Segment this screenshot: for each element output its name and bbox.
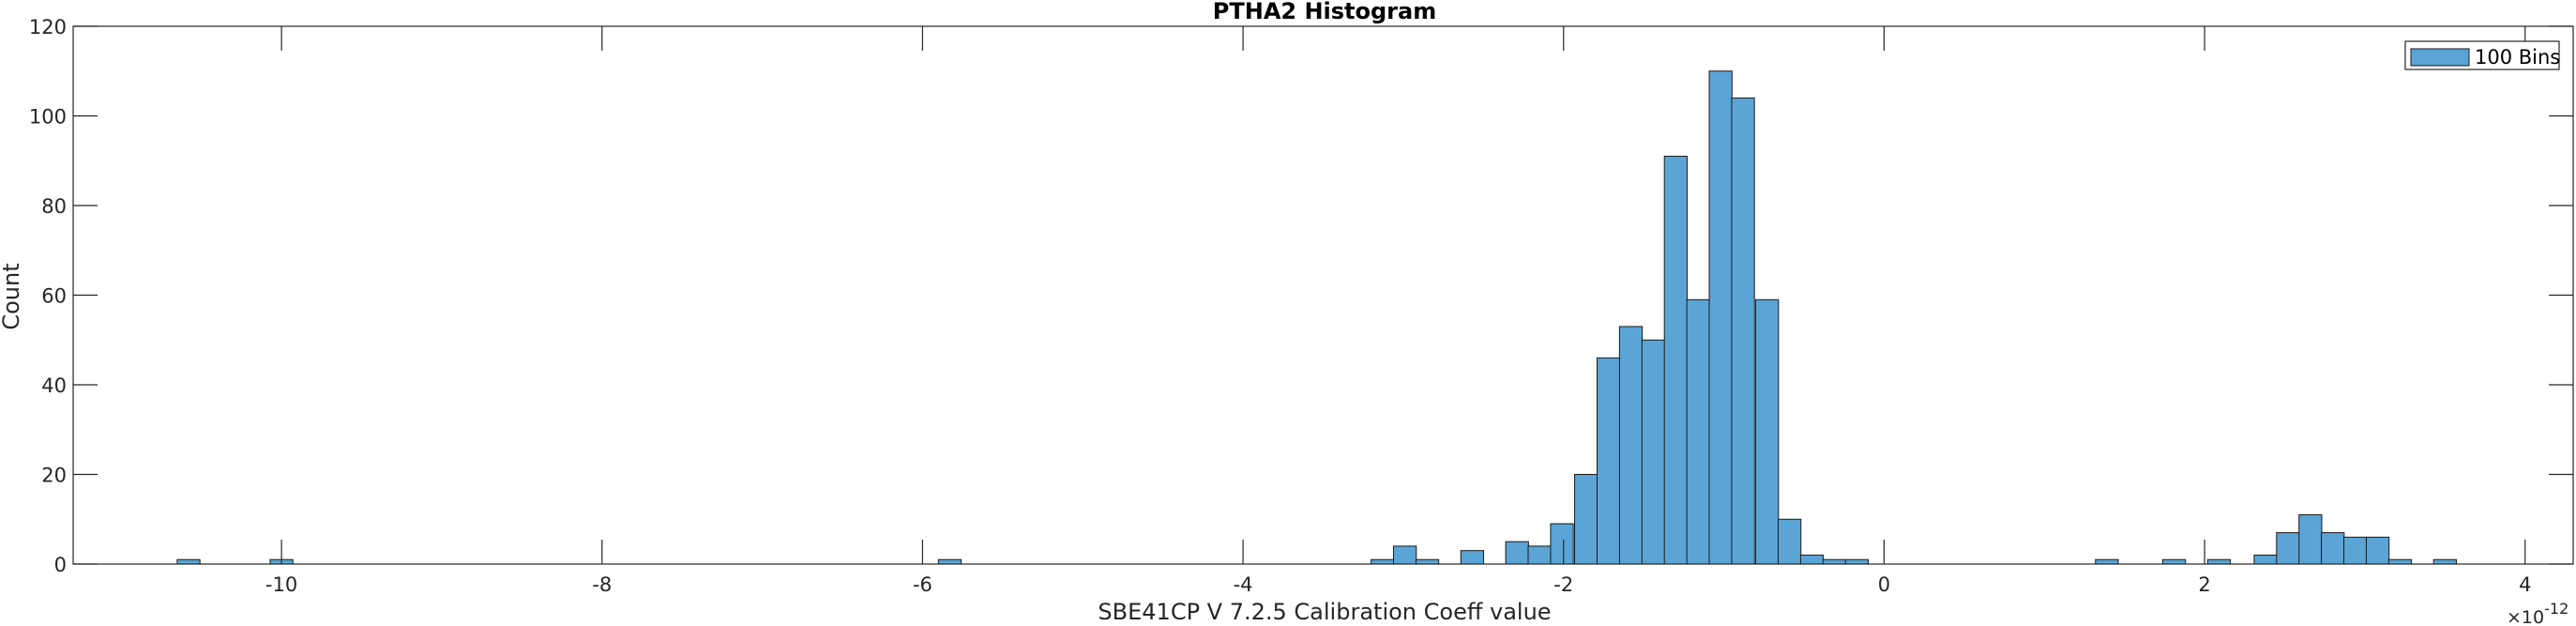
x-tick-label: -6: [913, 573, 932, 596]
histogram-bar: [1663, 155, 1688, 565]
histogram-bar: [1415, 558, 1440, 565]
histogram-bar: [1371, 558, 1395, 565]
histogram-bar: [1708, 70, 1733, 565]
histogram-bar: [1799, 554, 1825, 565]
histogram-bar: [1686, 298, 1710, 565]
histogram-bar: [1731, 97, 1755, 565]
y-tick-label: 100: [29, 106, 67, 129]
x-tick-label: 0: [1878, 573, 1890, 596]
histogram-bar: [1550, 523, 1574, 565]
histogram-bar: [1844, 558, 1870, 565]
histogram-bar: [2253, 554, 2278, 565]
histogram-bar: [2298, 513, 2323, 565]
histogram-bar: [1393, 545, 1417, 565]
histogram-bar: [1618, 326, 1644, 565]
histogram-bar: [2343, 536, 2368, 565]
x-axis-exponent-base: ×10: [2507, 607, 2544, 626]
histogram-bar: [2276, 532, 2300, 565]
histogram-bar: [1574, 474, 1599, 565]
x-axis-label: SBE41CP V 7.2.5 Calibration Coeff value: [1098, 599, 1551, 625]
x-axis-ticks: -10 -8 -6 -4 -2 0 2 4: [265, 26, 2531, 596]
legend-label: 100 Bins: [2475, 46, 2560, 69]
x-tick-label: -10: [265, 573, 297, 596]
y-tick-label: 20: [41, 465, 67, 487]
histogram-bar: [1460, 550, 1485, 565]
x-tick-label: 4: [2519, 573, 2531, 596]
y-tick-label: 40: [41, 374, 67, 397]
histogram-bar: [2432, 558, 2457, 565]
x-tick-label: 2: [2198, 573, 2210, 596]
x-tick-label: -4: [1234, 573, 1253, 596]
histogram-bar: [1505, 541, 1529, 565]
histogram-bar: [2321, 532, 2345, 565]
histogram-bars: [176, 70, 2457, 565]
histogram-bar: [1755, 298, 1780, 565]
x-tick-label: -8: [592, 573, 612, 596]
y-tick-label: 120: [29, 16, 67, 38]
y-tick-label: 80: [41, 195, 67, 218]
y-axis-label: Count: [0, 263, 24, 329]
y-axis-ticks: 0 20 40 60 80 100 120: [29, 16, 2573, 576]
histogram-bar: [1641, 339, 1666, 565]
x-tick-label: -2: [1553, 573, 1573, 596]
histogram-bar: [1822, 558, 1847, 565]
histogram-bar: [176, 558, 201, 565]
legend[interactable]: 100 Bins: [2404, 40, 2560, 70]
histogram-bar: [1527, 545, 1552, 565]
histogram-bar: [2095, 558, 2119, 565]
y-tick-label: 60: [41, 285, 67, 308]
histogram-bar: [2162, 558, 2187, 565]
histogram-bar: [2365, 536, 2390, 565]
legend-swatch: [2410, 48, 2470, 67]
histogram-bar: [2206, 558, 2232, 565]
histogram-bar: [2387, 558, 2413, 565]
histogram-bar: [937, 558, 962, 565]
chart-title: PTHA2 Histogram: [1213, 0, 1436, 24]
y-tick-label: 0: [54, 554, 67, 576]
x-axis-exponent-power: -12: [2544, 600, 2568, 618]
histogram-bar: [1778, 518, 1802, 565]
histogram-bar: [1596, 357, 1621, 565]
x-axis-exponent: ×10-12: [2507, 600, 2568, 626]
